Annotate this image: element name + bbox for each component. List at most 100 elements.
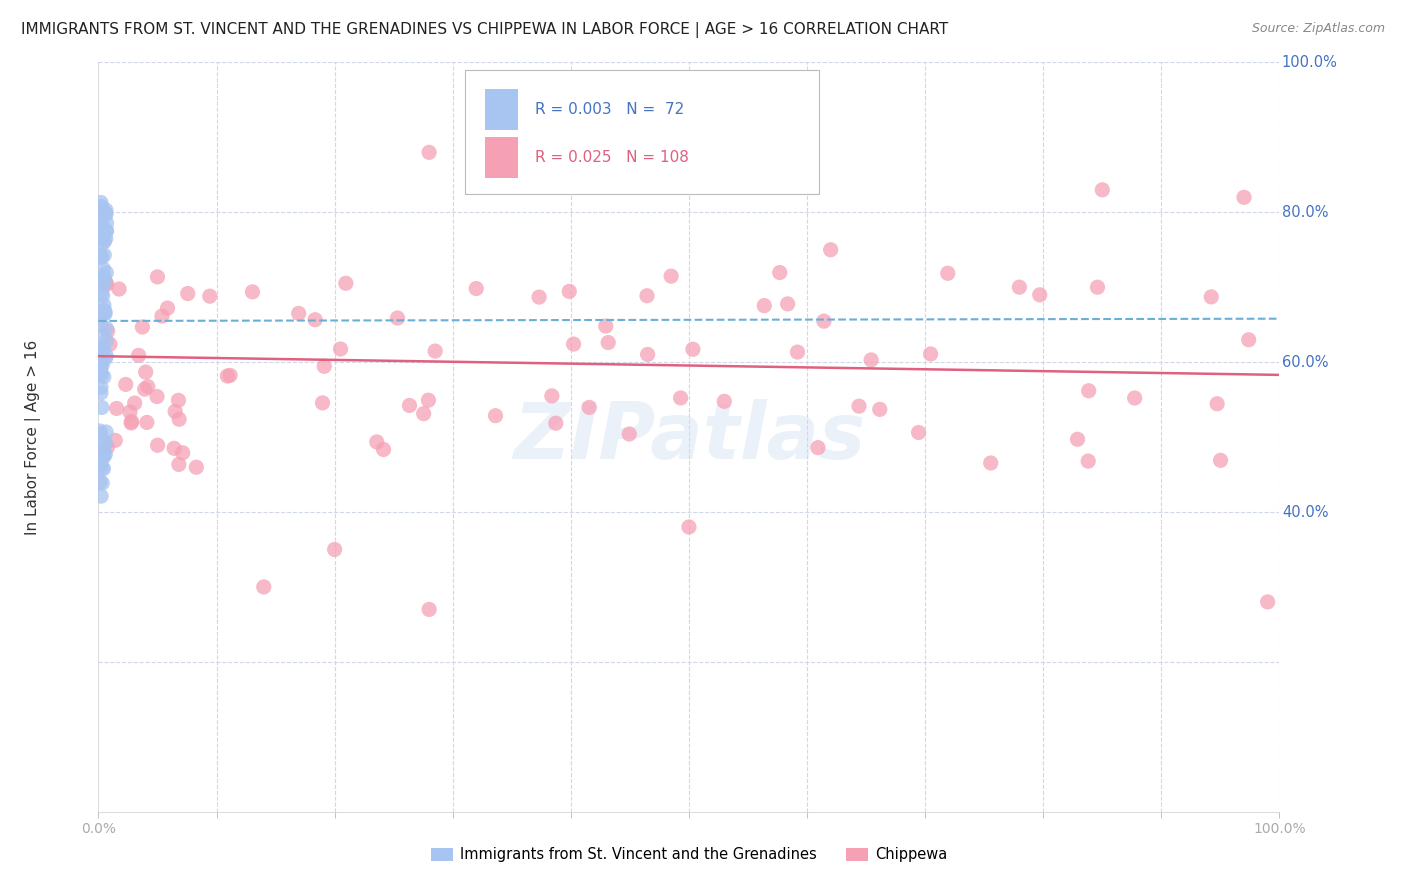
Point bbox=[91, 271, 114, 285]
Point bbox=[172, 446, 194, 460]
Point bbox=[90, 489, 112, 503]
Point bbox=[96, 266, 118, 280]
Point bbox=[90, 217, 112, 231]
Point bbox=[527, 290, 550, 304]
Point bbox=[89, 424, 111, 438]
Point bbox=[678, 520, 700, 534]
Point bbox=[96, 216, 118, 230]
Point bbox=[94, 276, 117, 290]
Text: 60.0%: 60.0% bbox=[1282, 355, 1329, 369]
Point bbox=[90, 343, 112, 358]
Point bbox=[465, 281, 488, 295]
Point bbox=[134, 382, 156, 396]
Point bbox=[94, 425, 117, 439]
Text: 100.0%: 100.0% bbox=[1282, 55, 1337, 70]
Point bbox=[477, 168, 499, 182]
Point bbox=[335, 277, 357, 291]
Point bbox=[860, 353, 883, 368]
Point bbox=[89, 231, 111, 245]
Point bbox=[93, 298, 115, 312]
Point bbox=[813, 314, 835, 328]
Point bbox=[1087, 280, 1109, 294]
Point bbox=[786, 345, 808, 359]
Point bbox=[412, 407, 434, 421]
Point bbox=[165, 404, 187, 418]
Point bbox=[96, 224, 118, 238]
Point bbox=[90, 361, 112, 376]
Point bbox=[131, 320, 153, 334]
Point bbox=[146, 438, 169, 452]
Point bbox=[90, 385, 112, 400]
Point bbox=[90, 199, 112, 213]
Point bbox=[104, 434, 127, 448]
Point bbox=[93, 341, 115, 355]
Point bbox=[418, 145, 440, 160]
Point bbox=[91, 449, 114, 463]
FancyBboxPatch shape bbox=[464, 70, 818, 194]
Point bbox=[94, 447, 117, 461]
Point bbox=[94, 203, 117, 218]
Point bbox=[177, 286, 200, 301]
Text: Source: ZipAtlas.com: Source: ZipAtlas.com bbox=[1251, 22, 1385, 36]
Point bbox=[146, 390, 169, 404]
Point bbox=[89, 357, 111, 371]
Text: IMMIGRANTS FROM ST. VINCENT AND THE GRENADINES VS CHIPPEWA IN LABOR FORCE | AGE : IMMIGRANTS FROM ST. VINCENT AND THE GREN… bbox=[21, 22, 948, 38]
Text: In Labor Force | Age > 16: In Labor Force | Age > 16 bbox=[25, 340, 41, 534]
Point bbox=[242, 285, 264, 299]
Point bbox=[253, 580, 276, 594]
Point bbox=[89, 218, 111, 232]
Point bbox=[135, 365, 157, 379]
Point bbox=[90, 366, 112, 380]
Point bbox=[541, 389, 564, 403]
Point bbox=[93, 370, 115, 384]
Point bbox=[423, 344, 446, 359]
Point bbox=[91, 261, 114, 276]
Point bbox=[124, 396, 146, 410]
Point bbox=[373, 442, 395, 457]
Point bbox=[637, 347, 659, 361]
Point bbox=[94, 304, 117, 318]
FancyBboxPatch shape bbox=[485, 137, 517, 178]
Point bbox=[93, 461, 115, 475]
Point bbox=[907, 425, 929, 440]
Point bbox=[219, 368, 242, 383]
Point bbox=[167, 458, 190, 472]
Point bbox=[94, 231, 117, 245]
Point bbox=[1029, 287, 1052, 301]
Point bbox=[186, 460, 208, 475]
Point bbox=[544, 416, 567, 430]
Point bbox=[562, 337, 585, 351]
Point bbox=[156, 301, 179, 315]
Point bbox=[108, 282, 131, 296]
Point bbox=[769, 266, 792, 280]
Point bbox=[936, 266, 959, 280]
Point bbox=[578, 401, 600, 415]
Point bbox=[128, 348, 150, 362]
Text: R = 0.003   N =  72: R = 0.003 N = 72 bbox=[536, 103, 685, 117]
Point bbox=[398, 399, 420, 413]
Text: R = 0.025   N = 108: R = 0.025 N = 108 bbox=[536, 150, 689, 165]
Point bbox=[90, 426, 112, 441]
Point bbox=[91, 358, 114, 372]
Point bbox=[90, 349, 112, 363]
Point bbox=[314, 359, 336, 374]
Point bbox=[1233, 190, 1256, 204]
Point bbox=[90, 401, 112, 415]
Point bbox=[329, 342, 352, 356]
Point bbox=[1091, 183, 1114, 197]
Point bbox=[217, 369, 239, 384]
Point bbox=[93, 226, 115, 240]
Point bbox=[682, 343, 704, 357]
Point bbox=[96, 224, 118, 238]
Point bbox=[94, 207, 117, 221]
Point bbox=[91, 329, 114, 343]
Point bbox=[1206, 397, 1229, 411]
Point bbox=[90, 195, 112, 210]
Point bbox=[96, 277, 118, 292]
Point bbox=[96, 321, 118, 335]
Point bbox=[89, 202, 111, 216]
Point bbox=[91, 475, 114, 490]
Point bbox=[91, 235, 114, 250]
Point bbox=[820, 243, 842, 257]
Point bbox=[659, 269, 682, 284]
